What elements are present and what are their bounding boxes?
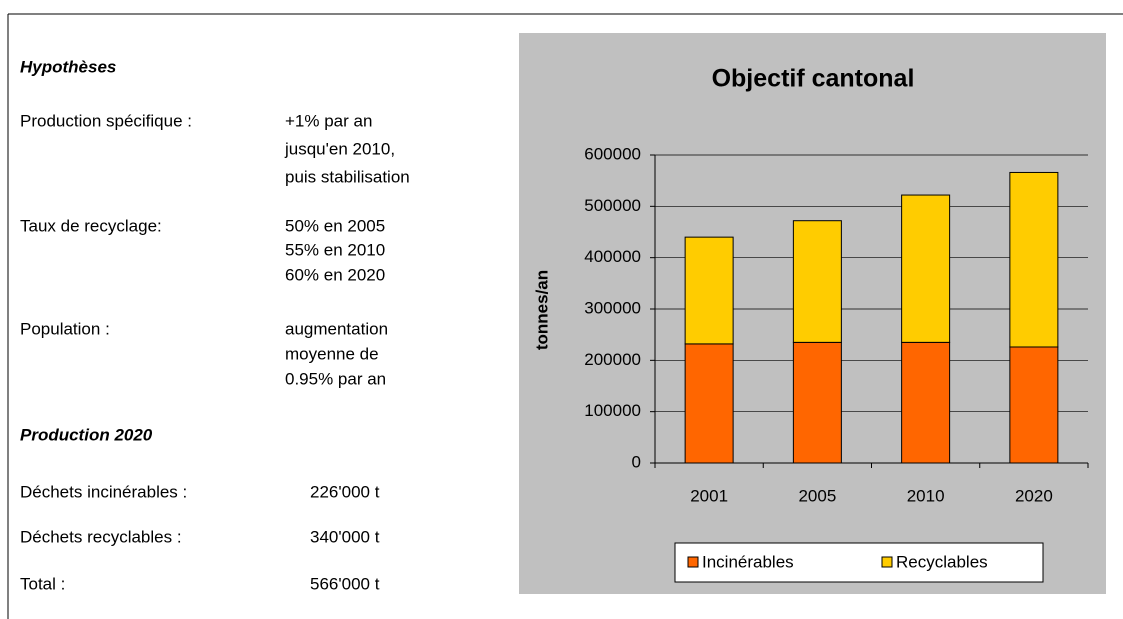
row-value: moyenne de	[285, 344, 379, 363]
y-tick-label: 300000	[584, 298, 641, 317]
row-value: 226'000 t	[310, 482, 380, 501]
row-value: 566'000 t	[310, 574, 380, 593]
legend-swatch	[881, 556, 893, 568]
bar	[684, 236, 734, 345]
y-tick-label: 400000	[584, 247, 641, 266]
y-axis-label: tonnes/an	[532, 270, 551, 350]
y-tick-label: 200000	[584, 350, 641, 369]
bar	[901, 194, 951, 343]
legend-label: Incinérables	[702, 552, 794, 571]
x-tick-label: 2020	[1015, 486, 1053, 505]
y-tick-label: 600000	[584, 144, 641, 163]
legend	[674, 542, 1044, 583]
row-value: 340'000 t	[310, 527, 380, 546]
x-tick-label: 2005	[798, 486, 836, 505]
bar	[792, 220, 842, 343]
row-label: Total :	[20, 574, 65, 593]
row-label: Déchets incinérables :	[20, 482, 187, 501]
row-label: Production spécifique :	[20, 111, 192, 130]
row-value: 50% en 2005	[285, 216, 385, 235]
x-tick-label: 2010	[907, 486, 945, 505]
y-tick-label: 500000	[584, 196, 641, 215]
row-label: Déchets recyclables :	[20, 527, 182, 546]
section-title: Hypothèses	[20, 57, 116, 76]
bar	[792, 341, 842, 464]
row-value: +1% par an	[285, 111, 372, 130]
bar	[1009, 346, 1059, 464]
row-value: 60% en 2020	[285, 265, 385, 284]
y-tick-label: 100000	[584, 401, 641, 420]
legend-swatch	[687, 556, 699, 568]
legend-label: Recyclables	[896, 552, 988, 571]
section-title: Production 2020	[20, 425, 153, 444]
y-tick-label: 0	[632, 452, 641, 471]
row-label: Population :	[20, 319, 110, 338]
row-value: 55% en 2010	[285, 240, 385, 259]
chart-title: Objectif cantonal	[712, 65, 915, 93]
row-value: puis stabilisation	[285, 167, 410, 186]
row-value: 0.95% par an	[285, 369, 386, 388]
row-value: augmentation	[285, 319, 388, 338]
bar	[684, 343, 734, 464]
bar	[901, 341, 951, 464]
row-value: jusqu'en 2010,	[284, 139, 395, 158]
bar	[1009, 171, 1059, 348]
x-tick-label: 2001	[690, 486, 728, 505]
row-label: Taux de recyclage:	[20, 216, 162, 235]
